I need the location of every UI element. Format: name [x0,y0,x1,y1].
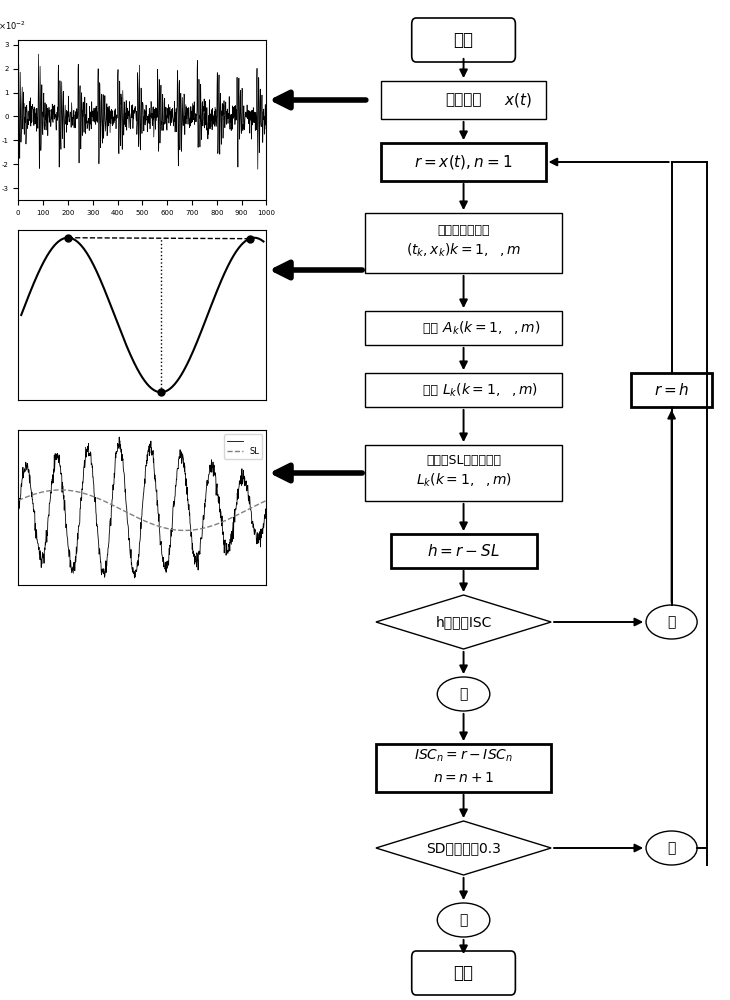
Bar [365,311,562,345]
Bar [365,445,562,501]
Polygon shape [376,595,551,649]
Text: 是: 是 [459,913,468,927]
Text: $L_k(k=1,\ \ ,m)$: $L_k(k=1,\ \ ,m)$ [442,381,538,399]
Text: $n = n + 1$: $n = n + 1$ [433,771,494,785]
Text: 开始: 开始 [453,31,474,49]
Text: $r = x(t), n = 1$: $r = x(t), n = 1$ [415,153,512,171]
Text: SD是否小于0.3: SD是否小于0.3 [426,841,501,855]
Text: 是: 是 [459,687,468,701]
Text: $h = r - SL$: $h = r - SL$ [427,543,500,559]
Text: 否: 否 [667,615,676,629]
Text: 完成: 完成 [453,964,474,982]
Legend: , SL: , SL [224,434,262,459]
Text: 定位所有极值点: 定位所有极值点 [437,224,490,236]
Ellipse shape [437,903,490,937]
Bar [391,534,537,568]
Text: 用基线SL连接所有的: 用基线SL连接所有的 [426,454,501,466]
Bar [376,744,551,792]
Ellipse shape [646,831,697,865]
Text: 计算: 计算 [423,322,442,334]
Text: $r = h$: $r = h$ [654,382,689,398]
Polygon shape [376,821,551,875]
Text: $ISC_n = r - ISC_n$: $ISC_n = r - ISC_n$ [414,748,513,764]
Text: $(t_k, x_k)k=1,\ \ ,m$: $(t_k, x_k)k=1,\ \ ,m$ [406,241,521,259]
FancyBboxPatch shape [412,951,515,995]
Bar [381,143,545,181]
Text: $\times 10^{-2}$: $\times 10^{-2}$ [0,20,26,32]
Bar [381,81,545,119]
Text: 计算: 计算 [423,383,442,396]
Text: $A_k(k=1,\ \ ,m)$: $A_k(k=1,\ \ ,m)$ [442,319,540,337]
Ellipse shape [437,677,490,711]
Text: $L_k(k=1,\ \ ,m)$: $L_k(k=1,\ \ ,m)$ [415,471,512,489]
Ellipse shape [646,605,697,639]
FancyBboxPatch shape [412,18,515,62]
Bar [365,373,562,407]
Text: h是一个ISC: h是一个ISC [435,615,492,629]
Text: $x(t)$: $x(t)$ [504,91,531,109]
Bar [631,373,712,407]
Text: 否: 否 [667,841,676,855]
Text: 原始信号: 原始信号 [445,93,482,107]
Bar [365,213,562,273]
